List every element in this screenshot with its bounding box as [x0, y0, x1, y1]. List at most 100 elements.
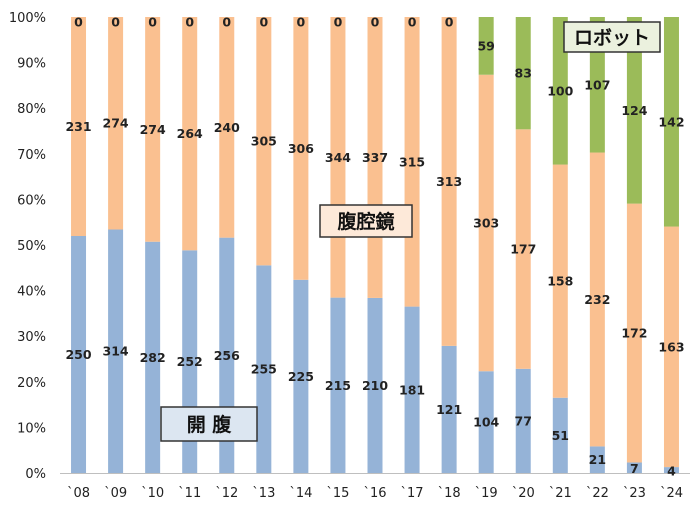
data-label: 252: [177, 354, 203, 369]
data-label: 231: [65, 119, 91, 134]
bar-segment: [663, 467, 679, 473]
data-label: 59: [477, 38, 494, 53]
x-tick-label: `13: [252, 486, 275, 501]
x-tick-label: `15: [326, 486, 349, 501]
x-tick-label: `11: [178, 486, 201, 501]
data-label: 303: [473, 215, 499, 230]
data-label: 0: [297, 15, 306, 30]
bar-segment: [293, 279, 309, 473]
data-label: 0: [111, 15, 120, 30]
annotation-box: [319, 204, 413, 238]
y-tick-label: 20%: [17, 376, 46, 391]
bar-segment: [552, 164, 568, 398]
data-label: 104: [473, 415, 499, 430]
bar-segment: [108, 17, 124, 230]
data-label: 225: [288, 369, 314, 384]
data-label: 0: [408, 15, 417, 30]
bar-segment: [552, 17, 568, 165]
bar-segment: [663, 226, 679, 468]
data-label: 107: [584, 77, 610, 92]
data-label: 142: [658, 114, 684, 129]
bar-segment: [478, 17, 494, 75]
data-label: 274: [140, 122, 166, 137]
data-label: 0: [185, 15, 194, 30]
annotation-label: 開 腹: [160, 406, 258, 442]
data-label: 121: [436, 402, 462, 417]
y-tick-label: 50%: [17, 239, 46, 254]
x-tick-label: `08: [67, 486, 90, 501]
bar-segment: [552, 397, 568, 473]
data-label: 77: [515, 413, 532, 428]
annotation-label: ロボット: [563, 21, 661, 53]
x-tick-label: `23: [623, 486, 646, 501]
bar-segment: [478, 74, 494, 372]
x-tick-label: `09: [104, 486, 127, 501]
data-label: 313: [436, 174, 462, 189]
data-label: 282: [140, 350, 166, 365]
y-axis: 0% 10% 20% 30% 40% 50% 60% 70% 80% 90% 100%: [9, 11, 46, 482]
data-label: 240: [214, 120, 240, 135]
bar-segment: [589, 152, 605, 447]
bar-segment: [71, 17, 87, 236]
bar-segment: [367, 297, 383, 473]
y-tick-label: 70%: [17, 148, 46, 163]
annotation-label: 腹腔鏡: [319, 204, 413, 238]
x-tick-label: `10: [141, 486, 164, 501]
data-label: 0: [259, 15, 268, 30]
annotation-text: ロボット: [574, 27, 650, 49]
data-label: 232: [584, 292, 610, 307]
x-tick-label: `14: [289, 486, 312, 501]
y-tick-label: 40%: [17, 285, 46, 300]
x-tick-label: `22: [586, 486, 609, 501]
annotation-box: [563, 21, 661, 53]
bar-segment: [626, 17, 642, 204]
data-label: 0: [148, 15, 157, 30]
annotation-text: 開 腹: [187, 413, 233, 436]
x-tick-label: `24: [660, 486, 683, 501]
bar-segment: [256, 265, 272, 473]
bar-segment: [404, 306, 420, 473]
bar-segment: [182, 17, 198, 251]
y-tick-label: 0%: [25, 467, 46, 482]
bar-segment: [219, 17, 235, 238]
data-label: 181: [399, 382, 425, 397]
data-label: 124: [621, 103, 647, 118]
data-label: 83: [515, 66, 532, 81]
y-tick-label: 90%: [17, 57, 46, 72]
bar-segment: [293, 17, 309, 280]
annotation-text: 腹腔鏡: [336, 210, 394, 233]
data-label: 21: [589, 452, 606, 467]
bar-segment: [145, 241, 161, 473]
data-label: 315: [399, 154, 425, 169]
data-label: 51: [552, 428, 569, 443]
data-label: 177: [510, 242, 536, 257]
x-tick-label: `12: [215, 486, 238, 501]
x-tick-label: `19: [475, 486, 498, 501]
data-label: 7: [630, 461, 639, 476]
x-axis: `08 `09 `10 `11 `12 `13 `14 `15 `16 `17 `18 `19 `20 `…: [60, 473, 690, 501]
y-tick-label: 80%: [17, 102, 46, 117]
x-tick-label: `16: [363, 486, 386, 501]
data-label: 264: [177, 126, 203, 141]
data-label: 210: [362, 378, 388, 393]
data-label: 0: [74, 15, 83, 30]
annotation-box: [160, 406, 258, 442]
y-tick-label: 60%: [17, 193, 46, 208]
bar-segment: [589, 446, 605, 473]
bar-segment: [330, 297, 346, 473]
data-label: 215: [325, 378, 351, 393]
x-tick-label: `20: [512, 486, 535, 501]
bar-segment: [71, 235, 87, 473]
data-label: 0: [371, 15, 380, 30]
bar-segment: [441, 345, 457, 473]
data-label: 0: [222, 15, 231, 30]
data-labels: 250 231 0 314 274 0 282 274 0 252 264 0 256 240 0 255 30…: [65, 15, 684, 479]
bar-segment: [515, 129, 531, 369]
x-tick-label: `18: [438, 486, 461, 501]
data-label: 163: [658, 339, 684, 354]
bar-segment: [515, 368, 531, 473]
bar-segment: [145, 17, 161, 242]
data-label: 0: [334, 15, 343, 30]
